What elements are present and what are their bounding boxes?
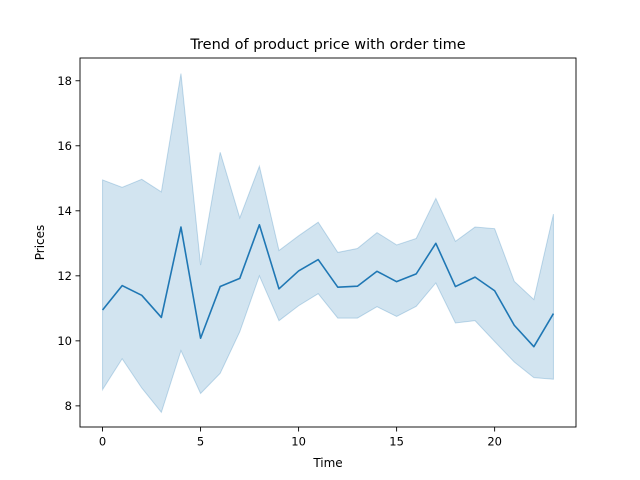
x-axis-label: Time bbox=[312, 456, 342, 470]
y-tick-label-16: 16 bbox=[57, 139, 72, 153]
data-point-16 bbox=[415, 273, 417, 275]
y-tick-label-12: 12 bbox=[57, 269, 72, 283]
y-tick-label-18: 18 bbox=[57, 74, 72, 88]
plot-area bbox=[101, 73, 555, 414]
y-tick-label-10: 10 bbox=[57, 334, 72, 348]
data-point-5 bbox=[200, 337, 202, 339]
data-point-2 bbox=[141, 295, 143, 297]
chart-title: Trend of product price with order time bbox=[189, 37, 465, 53]
data-point-8 bbox=[259, 224, 261, 226]
x-axis: 0 5 10 15 20 bbox=[99, 427, 502, 449]
data-point-22 bbox=[533, 346, 535, 348]
series-line-0 bbox=[101, 223, 555, 348]
data-point-4 bbox=[180, 226, 182, 228]
x-tick-label-5: 5 bbox=[197, 435, 204, 449]
data-point-12 bbox=[337, 286, 339, 288]
data-point-3 bbox=[161, 317, 163, 319]
data-point-9 bbox=[278, 288, 280, 290]
data-point-17 bbox=[435, 243, 437, 245]
data-point-6 bbox=[219, 286, 221, 288]
data-point-7 bbox=[239, 278, 241, 280]
y-axis-label: Prices bbox=[33, 225, 47, 261]
data-point-0 bbox=[102, 309, 104, 311]
x-tick-label-20: 20 bbox=[487, 435, 502, 449]
y-axis: 8 10 12 14 16 18 bbox=[57, 74, 80, 413]
y-tick-label-8: 8 bbox=[65, 399, 72, 413]
x-tick-label-0: 0 bbox=[99, 435, 106, 449]
data-point-1 bbox=[121, 285, 123, 287]
data-point-14 bbox=[376, 270, 378, 272]
plot-frame bbox=[79, 57, 577, 428]
data-point-19 bbox=[474, 276, 476, 278]
y-tick-label-14: 14 bbox=[57, 204, 72, 218]
data-point-18 bbox=[455, 286, 457, 288]
data-point-11 bbox=[317, 259, 319, 261]
data-point-23 bbox=[553, 313, 555, 315]
data-point-10 bbox=[298, 270, 300, 272]
confidence-band-0 bbox=[102, 73, 554, 414]
x-tick-label-15: 15 bbox=[389, 435, 404, 449]
x-tick-label-10: 10 bbox=[291, 435, 306, 449]
data-point-13 bbox=[357, 285, 359, 287]
data-point-21 bbox=[513, 324, 515, 326]
data-point-15 bbox=[396, 281, 398, 283]
data-point-20 bbox=[494, 290, 496, 292]
